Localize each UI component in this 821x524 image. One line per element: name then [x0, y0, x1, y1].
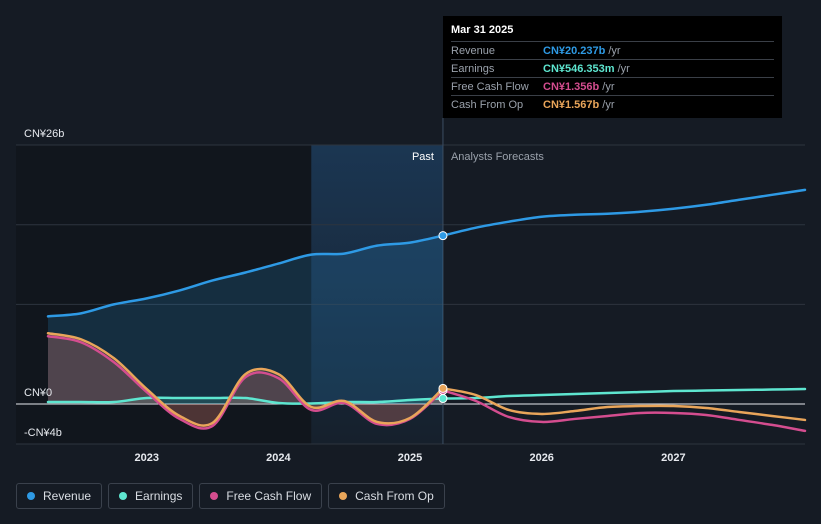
legend-dot-icon: [210, 492, 219, 500]
past-year-band: [311, 145, 443, 444]
series-forecast-line-free-cash-flow: [441, 389, 807, 433]
tooltip-row-cash-from-op: Cash From Op CN¥1.567b /yr: [451, 95, 774, 113]
y-tick-label: CN¥26b: [24, 128, 64, 140]
legend-item-cash-from-op[interactable]: Cash From Op: [328, 483, 445, 509]
tooltip-label: Cash From Op: [451, 98, 524, 111]
legend-dot-icon: [339, 492, 348, 500]
x-tick-label: 2024: [266, 452, 291, 464]
series-forecast-line-cash-from-op: [441, 387, 807, 422]
past-label: Past: [412, 151, 434, 163]
series-forecast-line-revenue: [441, 188, 807, 237]
marker-earnings: [438, 394, 448, 404]
x-tick-label: 2026: [529, 452, 553, 464]
tooltip-label: Revenue: [451, 44, 496, 57]
tooltip-unit: /yr: [608, 44, 621, 57]
legend-item-earnings[interactable]: Earnings: [108, 483, 194, 509]
tooltip-row-free-cash-flow: Free Cash Flow CN¥1.356b /yr: [451, 77, 774, 95]
x-tick-label: 2023: [134, 452, 158, 464]
series-line-revenue: [46, 234, 445, 318]
tooltip-row-earnings: Earnings CN¥546.353m /yr: [451, 59, 774, 77]
marker-revenue: [438, 231, 448, 241]
legend-label: Cash From Op: [355, 489, 434, 503]
x-tick-label: 2025: [398, 452, 422, 464]
y-tick-label: CN¥0: [24, 387, 52, 399]
series-line-free-cash-flow: [46, 335, 445, 430]
series-line-earnings: [46, 396, 445, 405]
tooltip-label: Free Cash Flow: [451, 80, 529, 93]
tooltip-label: Earnings: [451, 62, 495, 75]
tooltip-value: CN¥1.567b: [543, 98, 600, 111]
tooltip-value: CN¥546.353m: [543, 62, 615, 75]
series-area-revenue: [48, 235, 443, 404]
tooltip-unit: /yr: [602, 80, 615, 93]
legend-dot-icon: [27, 492, 35, 500]
legend-item-revenue[interactable]: Revenue: [16, 483, 103, 509]
tooltip-value: CN¥20.237b: [543, 44, 606, 57]
tooltip-panel: Mar 31 2025 Revenue CN¥20.237b /yr Earni…: [443, 16, 782, 118]
tooltip-unit: /yr: [602, 98, 615, 111]
tooltip-unit: /yr: [617, 62, 630, 75]
series-area-free-cash-flow: [48, 336, 443, 429]
tooltip-date: Mar 31 2025: [451, 24, 514, 36]
x-tick-label: 2027: [661, 452, 685, 464]
series-line-cash-from-op: [46, 332, 445, 427]
legend-dot-icon: [119, 492, 128, 500]
legend-label: Earnings: [135, 489, 183, 503]
y-tick-label: -CN¥4b: [24, 427, 62, 439]
forecast-label: Analysts Forecasts: [451, 151, 544, 163]
tooltip-row-revenue: Revenue CN¥20.237b /yr: [451, 41, 774, 59]
series-forecast-line-earnings: [441, 387, 807, 400]
legend-label: Free Cash Flow: [226, 489, 312, 503]
legend-label: Revenue: [43, 489, 92, 503]
legend-item-free-cash-flow[interactable]: Free Cash Flow: [199, 483, 323, 509]
marker-cash-from-op: [438, 383, 448, 393]
legend: Revenue Earnings Free Cash Flow Cash Fro…: [16, 483, 445, 509]
tooltip-value: CN¥1.356b: [543, 80, 600, 93]
